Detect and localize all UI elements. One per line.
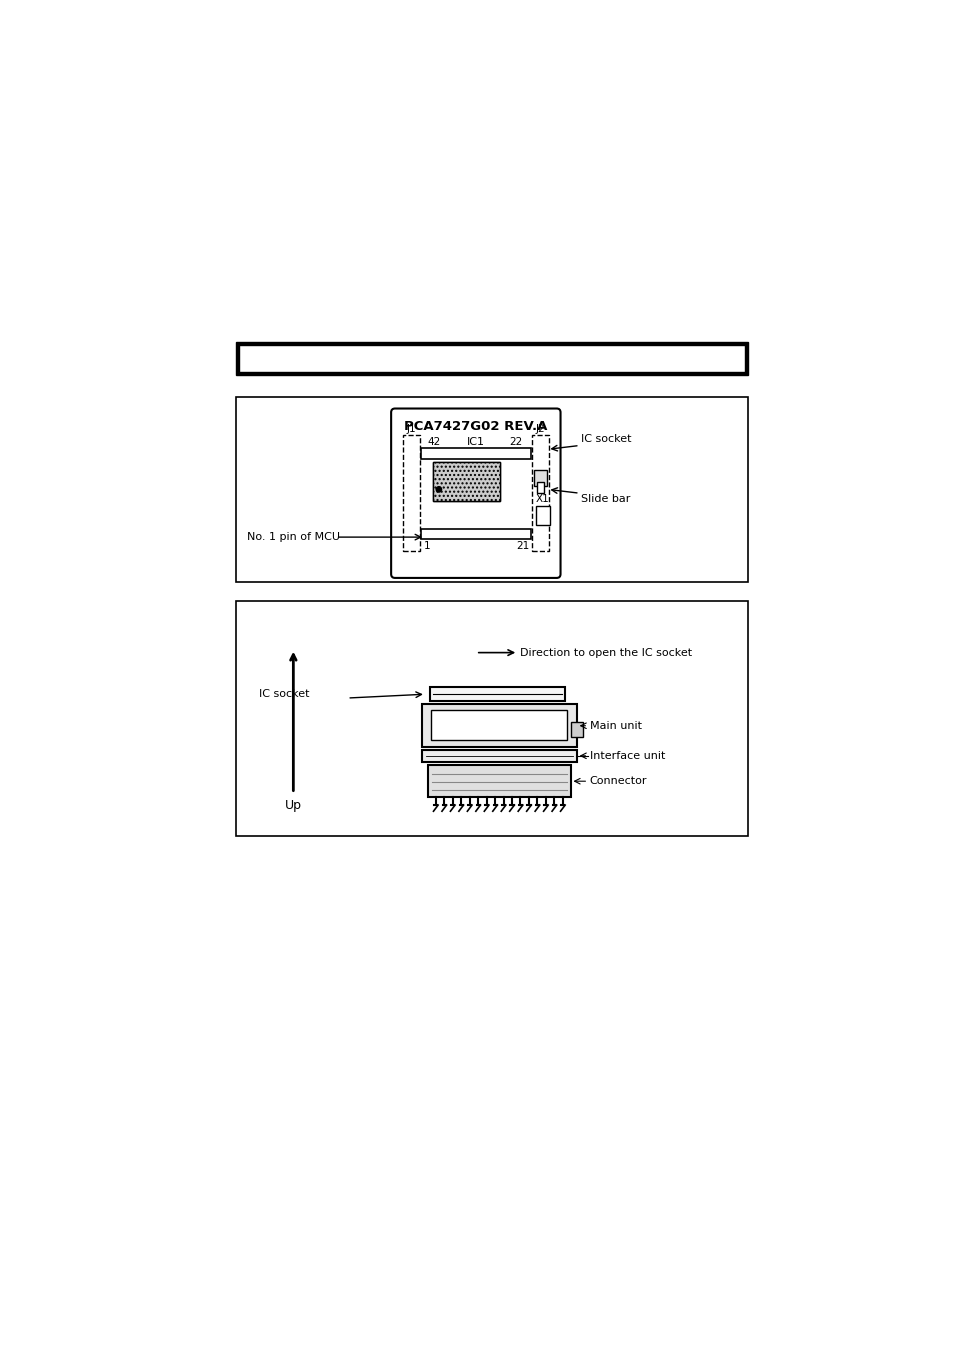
Bar xyxy=(431,711,567,740)
Text: 22: 22 xyxy=(508,436,521,447)
Text: No. 1 pin of MCU: No. 1 pin of MCU xyxy=(247,532,340,542)
Bar xyxy=(433,462,499,501)
Text: X1: X1 xyxy=(536,494,549,504)
Text: J2: J2 xyxy=(536,424,545,434)
Text: IC1: IC1 xyxy=(466,436,484,447)
Text: 1: 1 xyxy=(423,540,430,551)
Text: 42: 42 xyxy=(427,436,440,447)
FancyBboxPatch shape xyxy=(391,408,560,578)
Bar xyxy=(420,528,530,539)
Bar xyxy=(239,346,743,372)
Bar xyxy=(428,765,570,797)
Bar xyxy=(570,721,582,738)
Bar xyxy=(536,505,549,524)
Text: Direction to open the IC socket: Direction to open the IC socket xyxy=(520,647,692,658)
Text: IC socket: IC socket xyxy=(580,434,631,444)
Text: PCA7427G02 REV.A: PCA7427G02 REV.A xyxy=(404,420,547,432)
Bar xyxy=(532,435,548,551)
Text: Interface unit: Interface unit xyxy=(589,751,664,761)
Bar xyxy=(433,462,499,501)
Bar xyxy=(402,435,419,551)
Bar xyxy=(235,342,748,376)
Circle shape xyxy=(436,486,441,492)
Bar xyxy=(420,447,530,458)
Text: Up: Up xyxy=(285,798,301,812)
Text: 21: 21 xyxy=(517,540,529,551)
Bar xyxy=(537,482,544,493)
Text: Slide bar: Slide bar xyxy=(580,494,630,504)
Text: J1: J1 xyxy=(406,424,416,434)
Text: Main unit: Main unit xyxy=(589,721,641,731)
Bar xyxy=(429,688,564,701)
Bar xyxy=(235,601,748,836)
Bar xyxy=(421,704,577,747)
Bar xyxy=(533,470,547,485)
Text: IC socket: IC socket xyxy=(258,689,309,700)
Bar xyxy=(235,397,748,582)
Bar xyxy=(421,750,577,762)
Text: Connector: Connector xyxy=(589,777,647,786)
